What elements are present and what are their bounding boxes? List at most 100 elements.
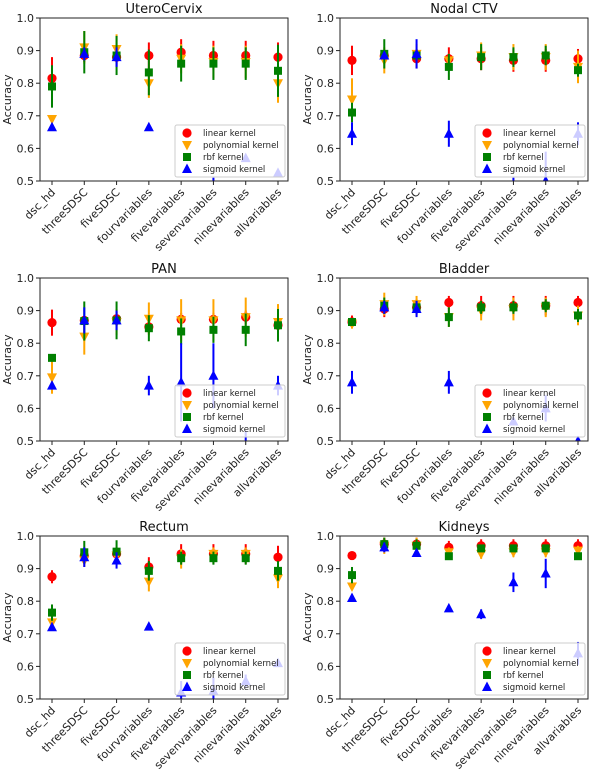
- y-tick-label: 0.6: [17, 142, 35, 155]
- y-tick-label: 0.6: [17, 402, 35, 415]
- data-point-square: [348, 318, 356, 327]
- data-point-triangle-up: [443, 602, 454, 613]
- legend-label: sigmoid kernel: [203, 425, 265, 435]
- data-point-triangle-up: [508, 576, 519, 587]
- y-tick-label: 1.0: [317, 12, 335, 25]
- legend-label: polynomial kernel: [203, 141, 279, 151]
- y-tick-label: 0.5: [17, 435, 35, 448]
- y-tick-label: 0.8: [317, 77, 335, 90]
- data-point-square: [144, 324, 153, 333]
- data-point-square: [274, 66, 282, 75]
- legend-marker-square: [483, 671, 491, 679]
- data-point-square: [541, 301, 550, 310]
- data-point-circle: [444, 297, 454, 308]
- legend-label: rbf kernel: [203, 671, 244, 681]
- legend-marker-triangle-up: [482, 163, 492, 173]
- data-point-square: [574, 552, 582, 561]
- legend-marker-triangle-up: [182, 423, 192, 433]
- subplot-nodal-ctv: Nodal CTVAccuracy0.50.60.70.80.91.0dsc_h…: [301, 2, 589, 254]
- data-point-square: [177, 327, 186, 336]
- y-tick-label: 0.5: [317, 175, 335, 188]
- y-tick-label: 0.7: [17, 628, 35, 641]
- legend: linear kernel polynomial kernel rbf kernel…: [174, 124, 286, 178]
- y-tick-label: 0.9: [317, 305, 335, 318]
- data-point-triangle-up: [111, 554, 122, 565]
- y-tick-label: 0.8: [317, 595, 335, 608]
- legend: linear kernel polynomial kernel rbf kernel…: [474, 124, 586, 178]
- y-tick-label: 0.7: [317, 110, 335, 123]
- data-point-triangle-down: [573, 546, 583, 557]
- y-axis-label: Accuracy: [1, 334, 14, 385]
- y-tick-label: 0.8: [17, 595, 35, 608]
- data-point-square: [209, 554, 218, 563]
- y-axis-label: Accuracy: [301, 592, 314, 643]
- legend-box: [474, 124, 586, 178]
- data-point-triangle-up: [347, 376, 357, 387]
- data-point-triangle-up: [411, 547, 422, 557]
- plot-area: [47, 540, 283, 699]
- plot-area: [47, 297, 283, 441]
- legend-marker-triangle-down: [482, 141, 492, 151]
- legend-label: sigmoid kernel: [503, 425, 565, 435]
- legend-marker-square: [483, 413, 491, 421]
- y-tick-label: 0.6: [317, 142, 335, 155]
- data-point-circle: [273, 552, 283, 562]
- y-tick-label: 0.8: [17, 337, 35, 350]
- data-point-triangle-down: [47, 115, 57, 125]
- axes-frame: [39, 277, 289, 442]
- legend-marker-triangle-up: [482, 423, 492, 433]
- data-point-square: [477, 544, 486, 553]
- legend-label: rbf kernel: [503, 153, 544, 163]
- chart-title: Nodal CTV: [430, 2, 498, 17]
- x-tick-label: ninevariables: [190, 186, 252, 248]
- data-point-square: [541, 51, 550, 60]
- legend-label: rbf kernel: [203, 413, 244, 423]
- legend-marker-triangle-down: [482, 659, 492, 669]
- legend-marker-square: [483, 153, 491, 161]
- plot-area: [47, 31, 283, 181]
- plot-area: [347, 39, 583, 181]
- data-point-circle: [47, 572, 57, 582]
- data-point-triangle-down: [347, 95, 357, 105]
- data-point-square: [509, 544, 518, 553]
- legend-box: [174, 642, 286, 696]
- data-point-triangle-up: [347, 592, 357, 602]
- data-point-square: [444, 313, 453, 322]
- axes-frame: [39, 535, 289, 700]
- data-point-triangle-up: [79, 551, 90, 562]
- y-tick-label: 0.7: [17, 110, 35, 123]
- subplot-kidneys: KidneysAccuracy0.50.60.70.80.91.0dsc_hdt…: [301, 520, 589, 772]
- legend-label: polynomial kernel: [503, 141, 579, 151]
- data-point-square: [241, 59, 250, 68]
- y-tick-label: 0.9: [17, 305, 35, 318]
- data-point-square: [241, 554, 250, 563]
- data-point-triangle-down: [47, 373, 57, 383]
- axes-frame: [39, 17, 289, 182]
- legend-label: polynomial kernel: [203, 401, 279, 411]
- legend-marker-circle: [482, 646, 492, 656]
- data-point-square: [112, 547, 121, 556]
- y-tick-label: 0.6: [317, 402, 335, 415]
- y-tick-label: 0.9: [317, 563, 335, 576]
- data-point-square: [444, 62, 453, 71]
- y-tick-label: 0.9: [17, 563, 35, 576]
- y-axis-label: Accuracy: [1, 592, 14, 643]
- x-tick-label: ninevariables: [490, 704, 552, 766]
- data-point-triangle-up: [212, 178, 215, 181]
- y-tick-label: 1.0: [317, 530, 335, 543]
- data-point-triangle-up: [379, 541, 390, 552]
- legend-box: [474, 642, 586, 696]
- x-tick-label: ninevariables: [190, 704, 252, 766]
- legend-label: rbf kernel: [203, 153, 244, 163]
- data-point-square: [209, 59, 218, 68]
- legend-label: linear kernel: [203, 647, 256, 657]
- data-point-triangle-up: [111, 51, 122, 62]
- data-point-square: [477, 53, 486, 62]
- subplot-bladder: BladderAccuracy0.50.60.70.80.91.0dsc_hdt…: [301, 262, 589, 514]
- legend-marker-triangle-down: [482, 401, 492, 411]
- y-axis-label: Accuracy: [301, 74, 314, 125]
- data-point-circle: [347, 55, 357, 65]
- chart-title: UteroCervix: [125, 2, 202, 17]
- legend-label: linear kernel: [503, 647, 556, 657]
- data-point-triangle-up: [79, 48, 90, 58]
